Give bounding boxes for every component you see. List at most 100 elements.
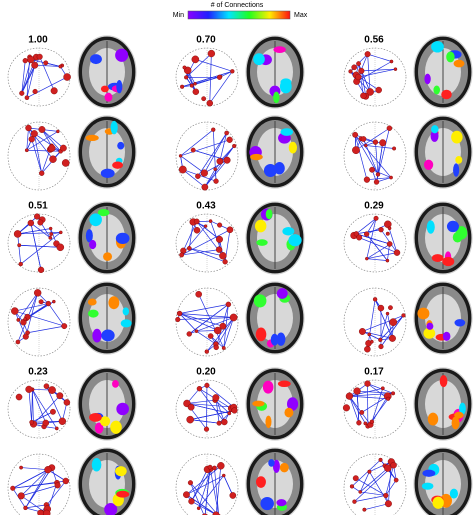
node bbox=[208, 333, 213, 338]
node bbox=[183, 66, 187, 70]
node bbox=[364, 177, 370, 183]
activation-blob bbox=[255, 220, 266, 233]
node bbox=[374, 180, 379, 185]
node bbox=[364, 232, 369, 237]
panel: 0.43 bbox=[175, 201, 304, 356]
node bbox=[30, 420, 34, 424]
node bbox=[230, 314, 237, 321]
node bbox=[16, 394, 22, 400]
node bbox=[11, 308, 18, 315]
connection bbox=[196, 331, 215, 344]
node bbox=[360, 93, 366, 99]
activation-blob bbox=[112, 380, 119, 388]
node bbox=[359, 328, 365, 334]
node bbox=[16, 340, 20, 344]
node bbox=[49, 227, 52, 230]
connection bbox=[190, 420, 219, 424]
node bbox=[187, 246, 191, 250]
activation-blob bbox=[455, 156, 462, 164]
node bbox=[370, 340, 373, 343]
node bbox=[187, 416, 194, 423]
node bbox=[55, 427, 58, 430]
activation-blob bbox=[417, 308, 429, 320]
activation-blob bbox=[453, 232, 463, 243]
node bbox=[217, 75, 222, 80]
activation-blob bbox=[268, 459, 274, 467]
node bbox=[385, 500, 392, 507]
node bbox=[356, 420, 361, 425]
activation-blob bbox=[431, 41, 444, 52]
node bbox=[386, 397, 390, 401]
node bbox=[59, 65, 62, 68]
node bbox=[226, 302, 231, 307]
node bbox=[19, 91, 24, 96]
node bbox=[356, 61, 360, 65]
node bbox=[349, 69, 353, 73]
node bbox=[365, 51, 371, 57]
activation-blob bbox=[112, 162, 123, 169]
activation-blob bbox=[426, 323, 433, 330]
panel: 0.23 bbox=[8, 367, 136, 515]
activation-blob bbox=[454, 319, 465, 326]
activation-blob bbox=[253, 53, 265, 65]
panel: 0.20 bbox=[176, 367, 304, 515]
node bbox=[352, 65, 357, 70]
node bbox=[64, 73, 71, 80]
node bbox=[49, 236, 52, 239]
node bbox=[391, 392, 395, 396]
activation-blob bbox=[433, 86, 440, 95]
node bbox=[188, 404, 194, 410]
activation-blob bbox=[116, 80, 122, 93]
connection bbox=[349, 396, 388, 399]
node bbox=[394, 68, 397, 71]
connection bbox=[29, 389, 32, 422]
node bbox=[46, 301, 51, 306]
node bbox=[39, 171, 44, 176]
activation-blob bbox=[90, 54, 102, 64]
node bbox=[25, 96, 29, 100]
node bbox=[175, 317, 180, 322]
connection bbox=[32, 389, 33, 424]
node bbox=[63, 478, 69, 484]
activation-blob bbox=[108, 296, 119, 309]
activation-blob bbox=[441, 90, 452, 100]
node bbox=[217, 223, 222, 228]
colorbar bbox=[188, 11, 290, 19]
activation-blob bbox=[123, 307, 129, 315]
node bbox=[187, 331, 192, 336]
node bbox=[365, 257, 368, 260]
node bbox=[38, 220, 44, 226]
node bbox=[214, 179, 219, 184]
node bbox=[379, 139, 386, 146]
node bbox=[364, 346, 370, 352]
connection bbox=[387, 245, 389, 261]
node bbox=[62, 323, 67, 328]
node bbox=[364, 422, 367, 425]
node bbox=[33, 89, 38, 94]
node bbox=[219, 252, 226, 259]
connection bbox=[21, 468, 48, 470]
activation-blob bbox=[276, 333, 285, 346]
connection bbox=[199, 470, 211, 509]
activation-blob bbox=[428, 413, 438, 426]
node bbox=[28, 220, 34, 226]
node bbox=[17, 243, 20, 246]
node bbox=[195, 174, 200, 179]
activation-blob bbox=[281, 128, 294, 136]
activation-blob bbox=[282, 227, 294, 236]
node bbox=[346, 393, 353, 400]
activation-blob bbox=[260, 497, 274, 510]
activation-blob bbox=[116, 403, 129, 415]
activation-blob bbox=[256, 239, 267, 246]
node bbox=[44, 61, 48, 65]
node bbox=[374, 216, 379, 221]
connection bbox=[25, 505, 46, 508]
panel: 0.29 bbox=[344, 201, 472, 356]
node bbox=[228, 412, 231, 415]
node bbox=[25, 125, 31, 131]
activation-blob bbox=[442, 257, 454, 266]
node bbox=[343, 405, 350, 412]
activation-blob bbox=[254, 294, 267, 307]
node bbox=[225, 131, 229, 135]
activation-blob bbox=[284, 408, 293, 418]
